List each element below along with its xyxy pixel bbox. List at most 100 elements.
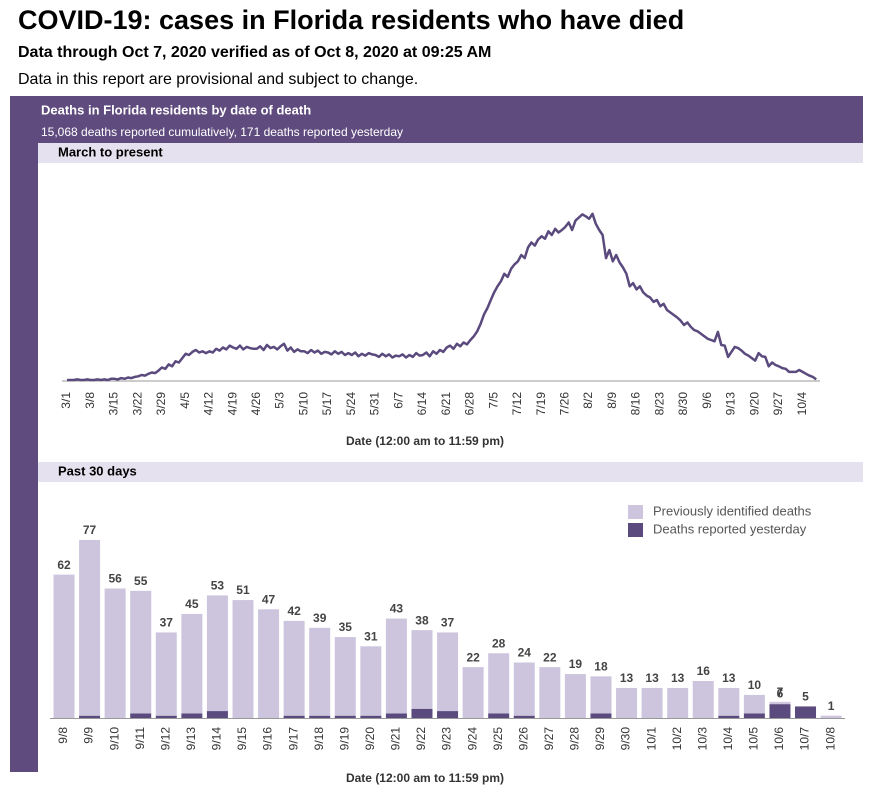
- x-tick-label: 9/23: [440, 727, 454, 751]
- x-tick-label: 5/24: [344, 392, 358, 416]
- bar-total-label: 55: [134, 574, 148, 588]
- x-tick-label: 9/13: [184, 727, 198, 751]
- x-axis-title: Date (12:00 am to 11:59 pm): [346, 771, 504, 785]
- x-tick-label: 9/10: [107, 727, 121, 751]
- bar-total-label: 43: [390, 602, 404, 616]
- bar-segment: [155, 632, 177, 716]
- bar-segment: [309, 715, 331, 718]
- x-tick-label: 9/27: [771, 392, 785, 416]
- x-tick-label: 5/31: [368, 392, 382, 416]
- x-tick-label: 7/26: [558, 392, 572, 416]
- x-tick-label: 9/17: [286, 727, 300, 751]
- panel-title: Deaths in Florida residents by date of d…: [41, 102, 311, 117]
- x-tick-label: 10/4: [721, 727, 735, 751]
- bar-total-label: 13: [671, 671, 685, 685]
- bar-total-label: 45: [185, 597, 199, 611]
- bar-total-label: 1: [828, 699, 835, 713]
- bar-total-label: 56: [108, 572, 122, 586]
- x-tick-label: 9/6: [700, 392, 714, 409]
- bar-total-label: 22: [543, 650, 557, 664]
- bar-segment: [283, 620, 305, 716]
- page-subtitle: Data through Oct 7, 2020 verified as of …: [18, 44, 491, 61]
- x-tick-label: 9/12: [158, 727, 172, 751]
- bar-total-label: 16: [697, 664, 711, 678]
- bar-segment: [641, 687, 663, 718]
- bar-total-label: 28: [492, 636, 506, 650]
- bar-segment: [667, 687, 689, 718]
- page-title: COVID-19: cases in Florida residents who…: [18, 5, 684, 35]
- bar-total-label: 77: [83, 523, 97, 537]
- x-tick-label: 9/13: [724, 392, 738, 416]
- section-title: Past 30 days: [58, 463, 137, 478]
- bar-total-label: 13: [645, 671, 659, 685]
- x-tick-label: 3/29: [154, 392, 168, 416]
- bar-segment: [130, 590, 152, 714]
- bar-total-label: 19: [569, 657, 583, 671]
- bar-segment: [155, 715, 177, 718]
- x-tick-label: 8/16: [629, 392, 643, 416]
- x-tick-label: 6/28: [463, 392, 477, 416]
- x-tick-label: 9/22: [414, 727, 428, 751]
- bar-segment: [385, 618, 407, 714]
- bar-segment: [334, 637, 356, 716]
- bar-segment: [206, 595, 228, 712]
- bar-total-label: 53: [211, 579, 225, 593]
- x-tick-label: 3/8: [83, 392, 97, 409]
- bar-total-label: 35: [339, 620, 353, 634]
- bar-segment: [385, 713, 407, 718]
- bar-segment: [590, 676, 612, 714]
- bar-segment: [743, 713, 765, 718]
- bar-total-label: 39: [313, 611, 327, 625]
- bar-segment: [820, 715, 842, 718]
- bar-segment: [181, 613, 203, 714]
- x-tick-label: 3/22: [130, 392, 144, 416]
- bar-segment: [590, 713, 612, 718]
- x-tick-label: 9/20: [747, 392, 761, 416]
- bar-total-label: 13: [722, 671, 736, 685]
- bar-segment: [411, 630, 433, 709]
- panel-strip: [10, 96, 38, 772]
- x-tick-label: 10/5: [747, 727, 761, 751]
- x-tick-label: 9/19: [337, 727, 351, 751]
- legend-swatch: [628, 505, 643, 519]
- x-tick-label: 9/27: [542, 727, 556, 751]
- x-tick-label: 6/7: [391, 392, 405, 409]
- bar-segment: [718, 715, 740, 718]
- bar-segment: [795, 706, 817, 718]
- x-tick-label: 3/1: [59, 392, 73, 409]
- bar-segment: [462, 667, 484, 718]
- x-tick-label: 10/6: [772, 727, 786, 751]
- x-tick-label: 9/29: [593, 727, 607, 751]
- x-tick-label: 4/19: [225, 392, 239, 416]
- x-axis-title: Date (12:00 am to 11:59 pm): [346, 434, 504, 448]
- section-band: [38, 143, 863, 163]
- legend-swatch: [628, 523, 643, 537]
- x-tick-label: 3/15: [107, 392, 121, 416]
- x-tick-label: 5/17: [320, 392, 334, 416]
- bar-segment: [206, 711, 228, 718]
- x-tick-label: 9/21: [389, 727, 403, 751]
- legend-label: Deaths reported yesterday: [653, 521, 807, 536]
- x-tick-label: 9/24: [465, 727, 479, 751]
- x-tick-label: 9/8: [56, 727, 70, 744]
- bar-total-label: 10: [748, 678, 762, 692]
- bar-segment: [104, 588, 126, 718]
- bar-segment: [564, 674, 586, 718]
- page-note: Data in this report are provisional and …: [18, 71, 418, 88]
- bar-total-label: 24: [518, 646, 532, 660]
- x-tick-label: 9/18: [312, 727, 326, 751]
- bar-total-label: 62: [57, 558, 71, 572]
- x-tick-label: 9/14: [210, 727, 224, 751]
- bar-segment: [360, 646, 382, 716]
- bar-segment: [539, 667, 561, 718]
- x-tick-label: 8/9: [605, 392, 619, 409]
- bar-segment: [334, 715, 356, 718]
- bar-segment: [411, 708, 433, 718]
- bar-segment: [360, 715, 382, 718]
- bar-segment: [53, 574, 75, 718]
- x-tick-label: 10/4: [795, 392, 809, 416]
- bar-segment: [79, 539, 101, 716]
- bar-total-label: 13: [620, 671, 634, 685]
